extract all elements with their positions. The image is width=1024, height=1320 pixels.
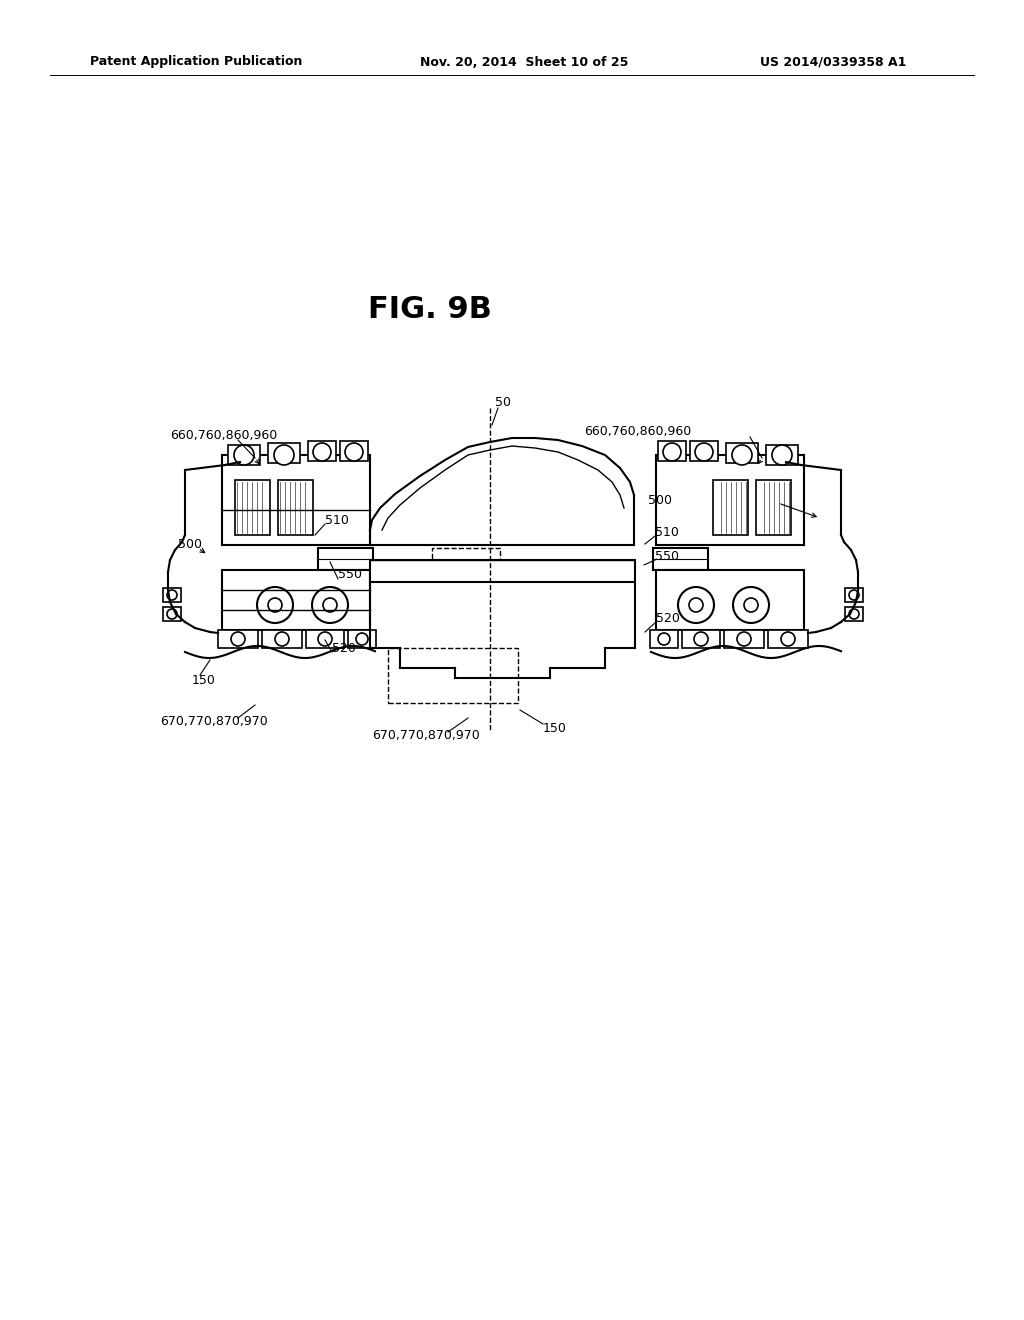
Text: 50: 50 (495, 396, 511, 409)
Text: Nov. 20, 2014  Sheet 10 of 25: Nov. 20, 2014 Sheet 10 of 25 (420, 55, 629, 69)
Circle shape (167, 609, 177, 619)
Text: 550: 550 (655, 549, 679, 562)
Bar (308, 441, 336, 461)
Text: 510: 510 (655, 525, 679, 539)
Bar (766, 445, 798, 465)
Circle shape (663, 444, 681, 461)
Text: 500: 500 (178, 539, 202, 552)
Circle shape (744, 598, 758, 612)
Bar (653, 548, 708, 570)
Bar (228, 445, 260, 465)
Bar (768, 630, 808, 648)
Circle shape (695, 444, 713, 461)
Bar (388, 648, 518, 704)
Circle shape (732, 445, 752, 465)
Circle shape (689, 598, 703, 612)
Bar (348, 630, 376, 648)
Bar (713, 480, 748, 535)
Bar (658, 441, 686, 461)
Bar (262, 630, 302, 648)
Bar (726, 444, 758, 463)
Circle shape (781, 632, 795, 645)
Circle shape (345, 444, 362, 461)
Bar (650, 630, 678, 648)
Circle shape (167, 590, 177, 601)
Bar (318, 548, 373, 570)
Circle shape (313, 444, 331, 461)
Bar (432, 548, 500, 576)
Bar (370, 560, 635, 582)
Bar (222, 455, 370, 545)
Bar (656, 570, 804, 630)
Circle shape (257, 587, 293, 623)
Circle shape (658, 634, 670, 645)
Bar (340, 441, 368, 461)
Text: Patent Application Publication: Patent Application Publication (90, 55, 302, 69)
Bar (218, 630, 258, 648)
Circle shape (737, 632, 751, 645)
Circle shape (274, 445, 294, 465)
Bar (690, 441, 718, 461)
Bar (306, 630, 344, 648)
Circle shape (312, 587, 348, 623)
Circle shape (733, 587, 769, 623)
Circle shape (694, 632, 708, 645)
Bar (845, 587, 863, 602)
Text: 150: 150 (543, 722, 567, 734)
Circle shape (234, 445, 254, 465)
Bar (724, 630, 764, 648)
Text: 510: 510 (325, 513, 349, 527)
Text: 520: 520 (656, 611, 680, 624)
Circle shape (268, 598, 282, 612)
Text: 660,760,860,960: 660,760,860,960 (170, 429, 278, 441)
Bar (163, 607, 181, 620)
Bar (682, 630, 720, 648)
Circle shape (323, 598, 337, 612)
Circle shape (231, 632, 245, 645)
Bar (222, 570, 370, 630)
Bar (756, 480, 791, 535)
Circle shape (849, 590, 859, 601)
Bar (163, 587, 181, 602)
Text: 660,760,860,960: 660,760,860,960 (584, 425, 691, 438)
Text: FIG. 9B: FIG. 9B (368, 296, 492, 325)
Text: 500: 500 (648, 494, 672, 507)
Circle shape (678, 587, 714, 623)
Bar (278, 480, 313, 535)
Circle shape (772, 445, 792, 465)
Circle shape (356, 634, 368, 645)
Text: 150: 150 (193, 673, 216, 686)
Text: 520: 520 (332, 642, 356, 655)
Bar (656, 455, 804, 545)
Circle shape (849, 609, 859, 619)
Text: 670,770,870,970: 670,770,870,970 (160, 715, 267, 729)
Circle shape (275, 632, 289, 645)
Text: 550: 550 (338, 569, 362, 582)
Text: US 2014/0339358 A1: US 2014/0339358 A1 (760, 55, 906, 69)
Text: 670,770,870,970: 670,770,870,970 (372, 730, 480, 742)
Bar (268, 444, 300, 463)
Bar (845, 607, 863, 620)
Bar (234, 480, 270, 535)
Circle shape (318, 632, 332, 645)
